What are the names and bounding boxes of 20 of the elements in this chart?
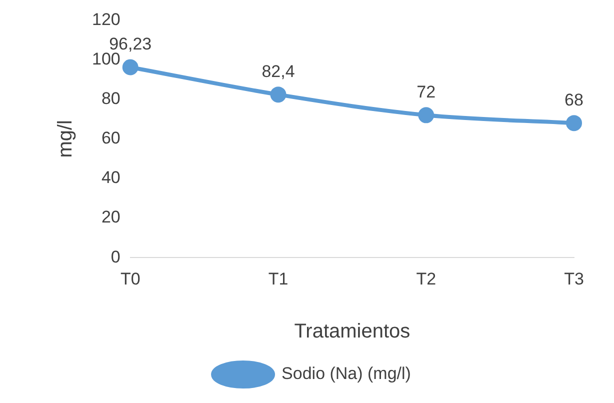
- point: [418, 107, 434, 124]
- y-tick-label: 20: [101, 208, 120, 227]
- y-axis-title: mg/l: [54, 120, 77, 158]
- point: [122, 59, 138, 76]
- y-tick-label: 0: [110, 247, 120, 266]
- y-tick-label: 60: [101, 128, 120, 148]
- legend-label: Sodio (Na) (mg/l): [282, 364, 411, 384]
- x-axis-title: Tratamientos: [294, 320, 410, 343]
- point: [270, 86, 286, 103]
- x-tick-label: T3: [564, 269, 584, 288]
- point: [566, 115, 582, 132]
- y-tick-label: 40: [101, 168, 120, 188]
- x-tick-label: T1: [268, 269, 288, 288]
- y-tick-label: 80: [101, 89, 120, 108]
- data-label: 82,4: [262, 62, 295, 81]
- data-label: 72: [416, 82, 436, 102]
- x-tick-label: T2: [416, 269, 436, 288]
- data-label: 68: [564, 90, 584, 110]
- y-tick-label: 120: [92, 10, 120, 29]
- x-tick-label: T0: [120, 269, 140, 288]
